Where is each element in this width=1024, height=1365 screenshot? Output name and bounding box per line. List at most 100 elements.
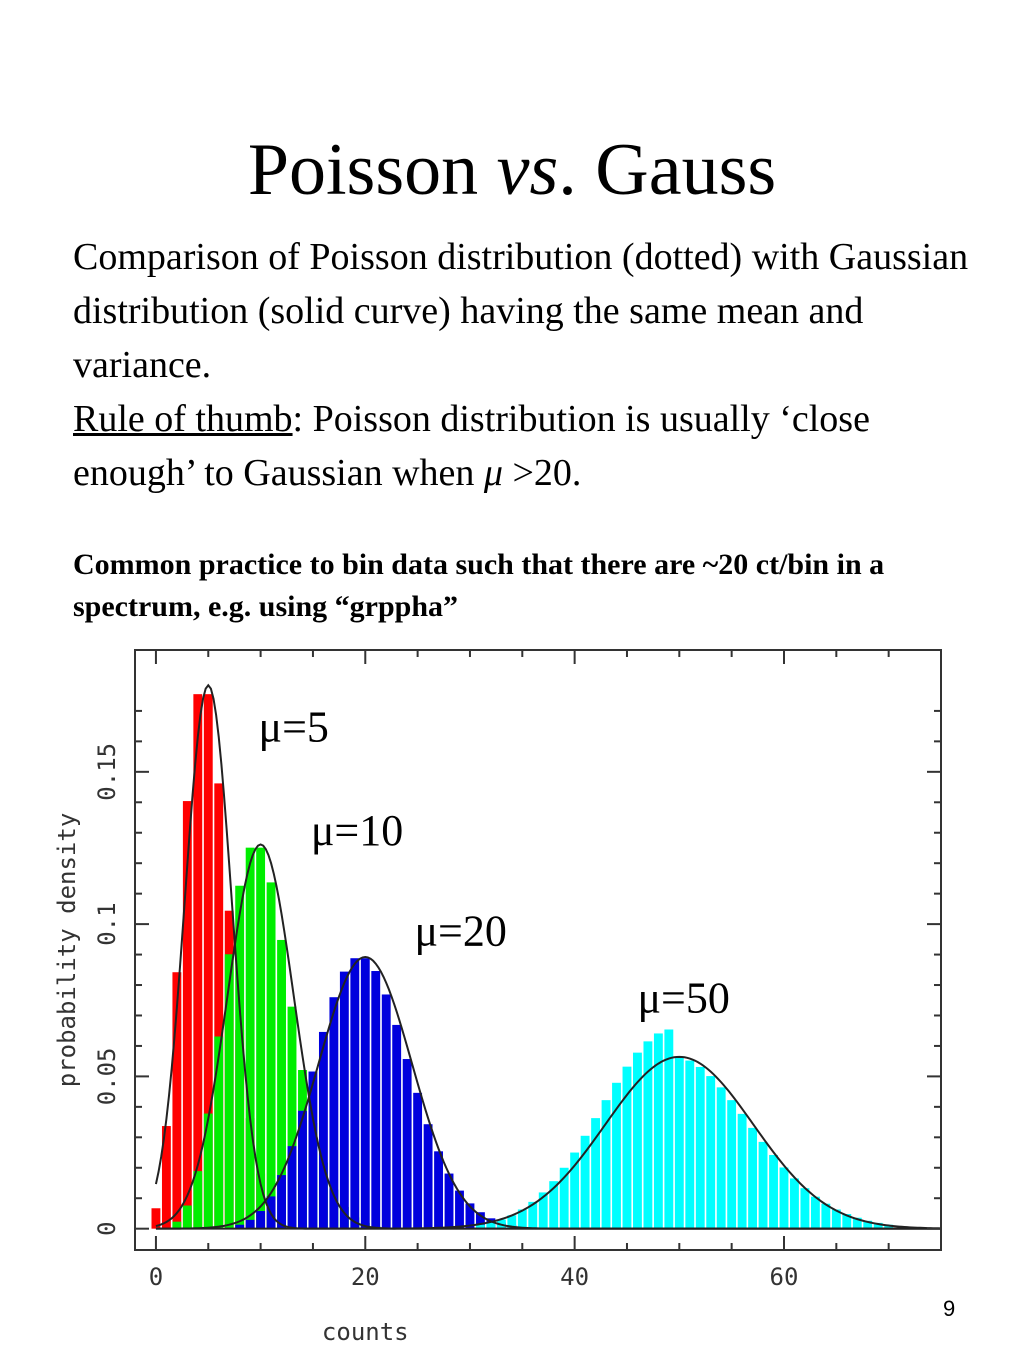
bar-mu50: [580, 1135, 590, 1229]
description-text: Comparison of Poisson distribution (dott…: [73, 230, 973, 500]
bar-mu50: [779, 1167, 789, 1229]
x-tick-label: 40: [560, 1263, 589, 1291]
rule-of-thumb-paragraph: Rule of thumb: Poisson distribution is u…: [73, 398, 870, 494]
bar-mu10: [203, 1113, 213, 1229]
bar-mu50: [643, 1041, 653, 1229]
bar-mu20: [329, 997, 339, 1229]
plot-frame: [134, 649, 942, 1251]
bar-mu20: [465, 1203, 475, 1229]
bar-mu20: [298, 1110, 307, 1229]
bar-mu20: [423, 1124, 433, 1229]
bar-mu50: [810, 1196, 820, 1229]
bar-mu50: [486, 1222, 496, 1229]
bar-mu50: [821, 1203, 831, 1229]
bar-mu5: [151, 1208, 161, 1229]
bar-mu50: [591, 1118, 601, 1229]
bar-mu20: [245, 1219, 255, 1229]
bar-mu20: [392, 1024, 402, 1229]
bar-mu20: [235, 1224, 245, 1229]
bar-mu50: [758, 1141, 768, 1229]
bar-mu10: [214, 1036, 224, 1229]
bar-mu50: [674, 1057, 684, 1229]
bar-mu50: [852, 1217, 862, 1229]
common-practice-note: Common practice to bin data such that th…: [73, 548, 885, 623]
bar-mu20: [308, 1071, 318, 1229]
bar-mu20: [444, 1173, 454, 1229]
poisson-gauss-chart: 0 20 40 60 0 0.05 0.1 0.15 counts probability den…: [53, 649, 942, 1346]
page-number: 9: [943, 1296, 956, 1321]
bar-mu50: [633, 1052, 642, 1229]
bar-mu10: [182, 1205, 192, 1229]
bar-mu20: [371, 971, 381, 1229]
bar-mu50: [664, 1029, 674, 1229]
bar-mu20: [339, 971, 349, 1229]
x-tick-label: 60: [770, 1263, 799, 1291]
bar-mu50: [475, 1224, 485, 1229]
bar-mu5: [161, 1126, 171, 1229]
bar-mu50: [790, 1178, 799, 1229]
series-label-mu50: μ=50: [637, 973, 729, 1022]
bar-mu10: [193, 1171, 203, 1229]
bar-mu10: [287, 1006, 297, 1229]
bar-mu50: [863, 1220, 873, 1229]
bar-mu5: [182, 801, 192, 1229]
bar-mu50: [622, 1066, 632, 1229]
bar-mu50: [737, 1113, 747, 1229]
bar-mu50: [549, 1181, 559, 1229]
x-tick-label: 0: [149, 1263, 163, 1291]
y-tick-label: 0.05: [93, 1048, 121, 1106]
y-tick-label: 0.15: [93, 743, 121, 801]
gaussian-curve-mu20: [155, 955, 941, 1230]
y-tick-label: 0.1: [93, 902, 121, 945]
x-tick-label: 20: [351, 1263, 380, 1291]
bar-mu20: [360, 958, 370, 1229]
bar-mu20: [256, 1211, 266, 1229]
bar-mu5: [193, 694, 203, 1229]
bar-mu50: [570, 1152, 580, 1229]
bar-mu20: [350, 958, 360, 1229]
slide-title: Poisson vs. Gauss: [247, 129, 777, 211]
bar-mu20: [413, 1092, 423, 1229]
bar-mu20: [475, 1212, 485, 1229]
bar-mu20: [287, 1146, 297, 1229]
bar-mu50: [559, 1167, 569, 1229]
bar-mu10: [224, 954, 234, 1229]
bar-mu20: [434, 1151, 443, 1229]
bar-mu50: [706, 1076, 716, 1229]
bar-mu50: [685, 1060, 695, 1229]
series-label-mu20: μ=20: [414, 906, 506, 955]
bar-mu10: [235, 885, 245, 1229]
bar-mu50: [653, 1033, 663, 1229]
series-label-mu10: μ=10: [311, 806, 403, 855]
bar-mu10: [172, 1221, 182, 1229]
bar-mu10: [266, 882, 276, 1229]
bar-mu20: [381, 994, 391, 1229]
bar-mu50: [727, 1100, 737, 1229]
bar-mu50: [769, 1154, 778, 1229]
y-tick-label: 0: [93, 1221, 121, 1235]
bar-mu10: [256, 847, 266, 1229]
bar-mu10: [245, 847, 255, 1229]
bar-mu50: [873, 1222, 883, 1229]
bar-mu50: [538, 1192, 548, 1229]
bar-mu50: [748, 1127, 758, 1229]
bar-mu10: [277, 939, 286, 1229]
bar-mu5: [214, 783, 224, 1229]
bar-mu20: [277, 1175, 286, 1229]
y-axis-label: probability density: [53, 813, 81, 1088]
bar-mu50: [507, 1215, 517, 1229]
rule-of-thumb-label: Rule of thumb: [73, 398, 293, 440]
bar-mu20: [455, 1190, 464, 1229]
bar-mu50: [716, 1087, 726, 1229]
bar-mu50: [831, 1209, 841, 1229]
bar-mu50: [601, 1100, 611, 1229]
bar-mu50: [800, 1188, 810, 1229]
comparison-paragraph: Comparison of Poisson distribution (dott…: [73, 236, 969, 386]
series-label-mu5: μ=5: [259, 702, 329, 751]
bar-mu5: [172, 972, 182, 1229]
bar-mu20: [318, 1031, 328, 1229]
bar-mu50: [695, 1066, 705, 1229]
bar-mu50: [884, 1224, 894, 1229]
bar-mu50: [517, 1209, 527, 1229]
x-axis-label: counts: [322, 1318, 409, 1346]
